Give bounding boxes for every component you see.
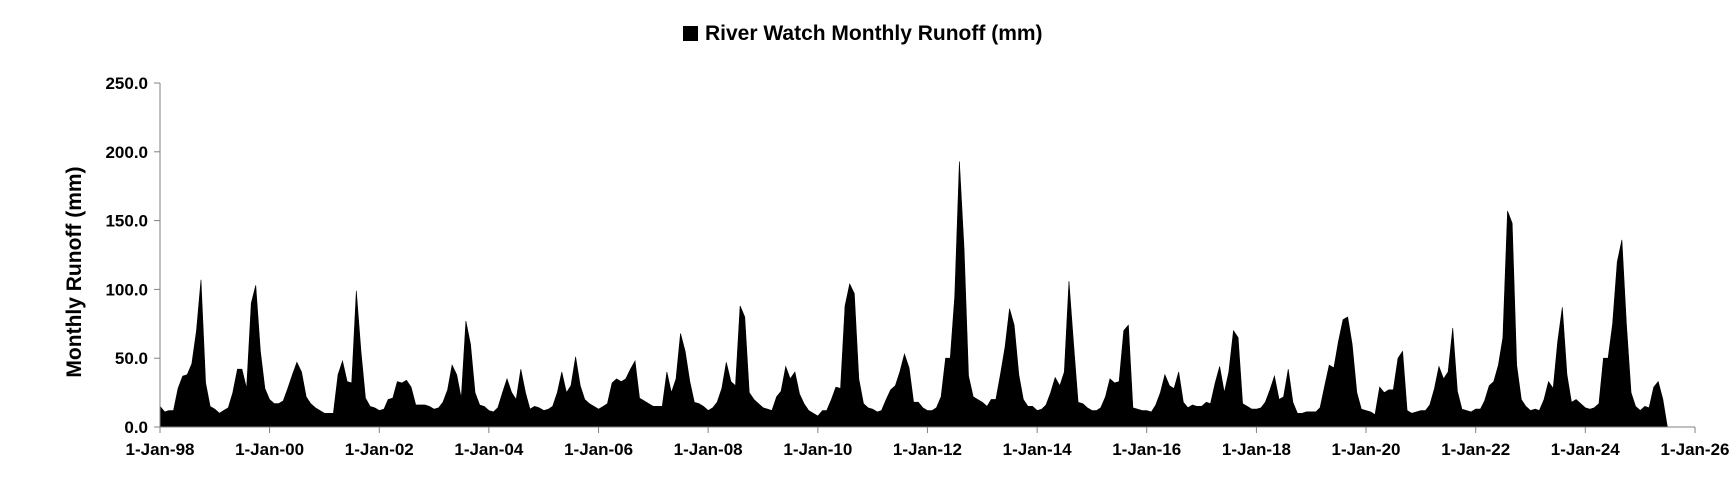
y-tick-label: 0.0 <box>124 418 148 437</box>
x-tick-label: 1-Jan-12 <box>893 440 962 459</box>
y-tick-label: 50.0 <box>115 349 148 368</box>
x-tick-label: 1-Jan-22 <box>1441 440 1510 459</box>
x-tick-label: 1-Jan-20 <box>1332 440 1401 459</box>
x-tick-label: 1-Jan-00 <box>235 440 304 459</box>
y-axis: 0.0 50.0 100.0 150.0 200.0 250.0 <box>105 74 161 437</box>
chart-title: River Watch Monthly Runoff (mm) <box>705 22 1043 45</box>
x-tick-label: 1-Jan-06 <box>564 440 633 459</box>
y-tick-label: 250.0 <box>105 74 148 93</box>
legend-swatch <box>683 26 698 41</box>
x-tick-label: 1-Jan-02 <box>345 440 414 459</box>
x-tick-label: 1-Jan-10 <box>783 440 852 459</box>
x-tick-label: 1-Jan-14 <box>1003 440 1073 459</box>
x-tick-label: 1-Jan-18 <box>1222 440 1291 459</box>
y-tick-label: 200.0 <box>105 143 148 162</box>
series-area-group <box>159 161 1668 428</box>
y-axis-title: Monthly Runoff (mm) <box>63 166 86 377</box>
x-tick-label: 1-Jan-04 <box>454 440 524 459</box>
y-tick-label: 150.0 <box>105 212 148 231</box>
y-tick-label: 100.0 <box>105 280 148 299</box>
series-area-0 <box>159 161 1668 428</box>
x-tick-label: 1-Jan-08 <box>674 440 743 459</box>
x-tick-label: 1-Jan-26 <box>1661 440 1730 459</box>
x-tick-label: 1-Jan-16 <box>1112 440 1181 459</box>
chart-legend: River Watch Monthly Runoff (mm) <box>683 22 1043 45</box>
x-axis: 1-Jan-98 1-Jan-00 1-Jan-02 1-Jan-04 1-Jan-06… <box>126 426 1730 459</box>
x-tick-label: 1-Jan-24 <box>1551 440 1621 459</box>
x-tick-label: 1-Jan-98 <box>126 440 195 459</box>
